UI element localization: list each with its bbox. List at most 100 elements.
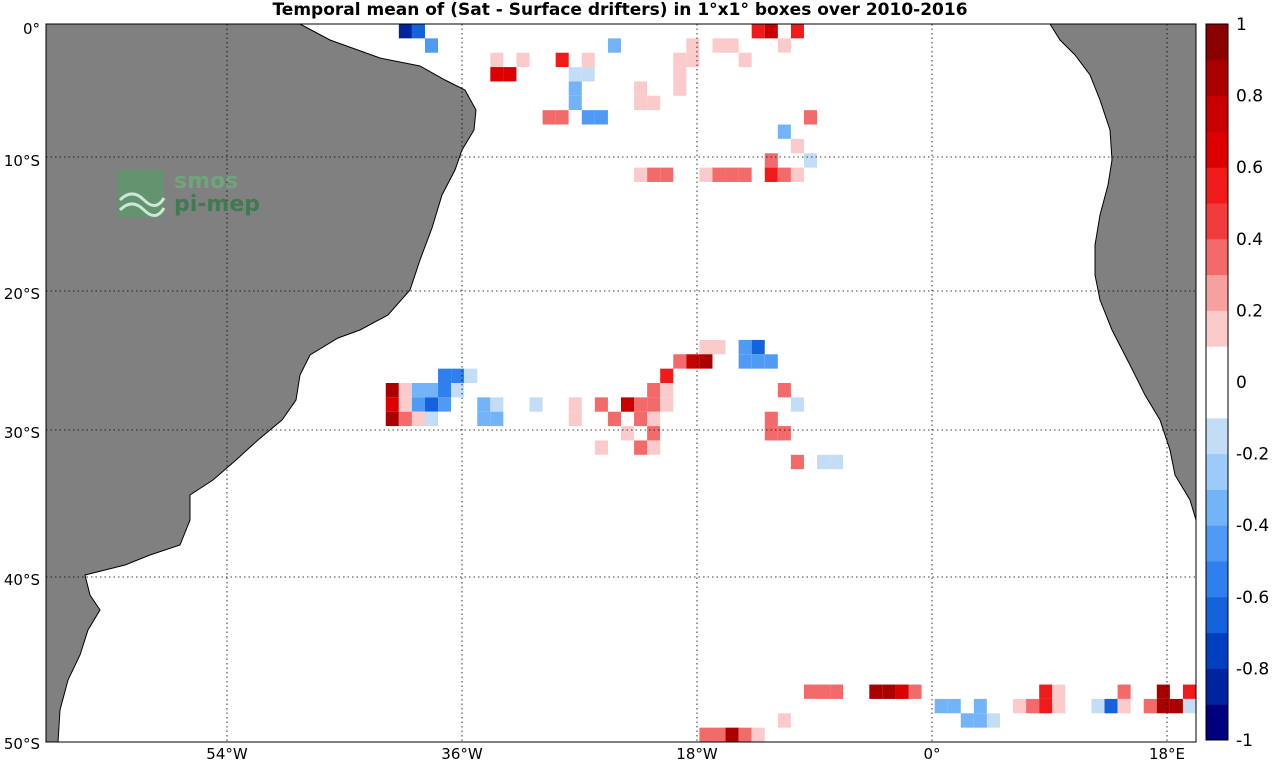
heatmap-cell: [986, 698, 1000, 714]
heatmap-cell: [607, 67, 621, 82]
colorbar-tick-label: 0.4: [1236, 230, 1263, 250]
heatmap-cell: [594, 124, 608, 139]
heatmap-cell: [790, 81, 804, 96]
colorbar-tick-label: -0.2: [1236, 445, 1269, 465]
heatmap-cell: [660, 383, 674, 398]
africa-land: [1049, 24, 1196, 521]
heatmap-cell: [451, 38, 465, 53]
heatmap-cell: [973, 713, 987, 728]
heatmap-cell: [634, 95, 648, 111]
heatmap-cell: [843, 440, 857, 455]
heatmap-cell: [1104, 698, 1118, 714]
colorbar-segment: [1206, 238, 1228, 276]
heatmap-cell: [895, 684, 909, 699]
heatmap-cell: [726, 742, 739, 756]
heatmap-cell: [764, 426, 778, 441]
heatmap-cell: [790, 138, 804, 154]
heatmap-cell: [621, 38, 635, 53]
heatmap-cell: [960, 713, 974, 728]
heatmap-cell: [647, 383, 661, 398]
heatmap-cell: [686, 52, 700, 68]
heatmap-cell: [790, 167, 804, 182]
logo-smos-text: smos: [174, 169, 238, 194]
y-tick-label: 20°S: [4, 285, 40, 303]
heatmap-cell: [686, 38, 700, 53]
heatmap-cell: [803, 38, 818, 53]
colorbar-segment: [1206, 24, 1228, 61]
heatmap-cell: [660, 167, 674, 182]
colorbar-segment: [1206, 704, 1228, 741]
colorbar-tick-label: -0.4: [1236, 516, 1269, 536]
heatmap-cell: [490, 67, 504, 82]
heatmap-cell: [673, 81, 687, 96]
heatmap-cell: [594, 52, 608, 68]
heatmap-cell: [882, 684, 896, 699]
heatmap-cell: [790, 24, 804, 39]
heatmap-cell: [712, 727, 726, 742]
heatmap-cell: [594, 110, 608, 125]
colorbar-tick-label: 0.6: [1236, 158, 1263, 178]
heatmap-cell: [738, 52, 752, 68]
heatmap-cell: [634, 440, 648, 455]
heatmap-cell: [817, 684, 831, 699]
heatmap-cell: [1078, 698, 1092, 714]
heatmap-cell: [516, 52, 530, 68]
heatmap-cell: [830, 454, 844, 470]
colorbar-tick-label: 0: [1236, 373, 1247, 393]
heatmap-cell: [921, 698, 935, 714]
heatmap-cell: [568, 81, 582, 96]
heatmap-cell: [751, 24, 765, 39]
heatmap-cell: [621, 397, 635, 412]
heatmap-cell: [1182, 698, 1196, 714]
heatmap-cell: [660, 368, 674, 383]
heatmap-cell: [777, 138, 791, 154]
heatmap-cell: [790, 713, 804, 728]
heatmap-cell: [621, 52, 635, 68]
heatmap-cell: [490, 397, 504, 412]
heatmap-cell: [790, 181, 804, 197]
colorbar-segment: [1206, 525, 1228, 562]
land-masses: [46, 24, 1196, 742]
heatmap-cell: [594, 81, 608, 96]
heatmap-cell: [464, 38, 478, 53]
heatmap-cell: [751, 727, 765, 742]
heatmap-cell: [607, 411, 621, 427]
heatmap-cell: [438, 397, 452, 412]
heatmap-cell: [451, 383, 465, 398]
heatmap-cell: [764, 153, 778, 168]
heatmap-cell: [555, 110, 569, 125]
heatmap-cell: [647, 81, 661, 96]
heatmap-cell: [634, 67, 648, 82]
heatmap-cell: [764, 354, 778, 369]
heatmap-cell: [385, 411, 399, 427]
heatmap-cell: [1143, 698, 1157, 714]
heatmap-cell: [398, 411, 412, 427]
colorbar-tick-label: 0.8: [1236, 87, 1263, 107]
heatmap-cell: [634, 52, 648, 68]
heatmap-cell: [568, 440, 582, 455]
heatmap-cell: [398, 383, 412, 398]
heatmap-cell: [764, 138, 778, 154]
heatmap-cell: [555, 67, 569, 82]
heatmap-cell: [803, 110, 818, 125]
logo-wave-icon: [118, 170, 164, 218]
heatmap-cell: [725, 81, 739, 96]
heatmap-cell: [385, 383, 399, 398]
heatmap-cell: [411, 24, 425, 39]
x-axis: 54°W 36°W 18°W 0° 18°E: [206, 745, 1185, 762]
heatmap-cell: [764, 24, 778, 39]
smos-pimep-logo: smos pi-mep: [118, 169, 260, 218]
heatmap-cell: [764, 167, 778, 182]
heatmap-cell: [411, 383, 425, 398]
heatmap-cell: [438, 368, 452, 383]
heatmap-cell: [673, 354, 687, 369]
heatmap-cell: [803, 684, 818, 699]
heatmap-cell: [424, 38, 439, 53]
heatmap-cell: [725, 167, 739, 182]
colorbar-tick-label: -0.6: [1236, 588, 1269, 608]
heatmap-cell: [777, 426, 791, 441]
heatmap-cell: [803, 698, 818, 714]
colorbar-segment: [1206, 59, 1228, 97]
heatmap-cell: [568, 411, 582, 427]
heatmap-cell: [673, 67, 687, 82]
